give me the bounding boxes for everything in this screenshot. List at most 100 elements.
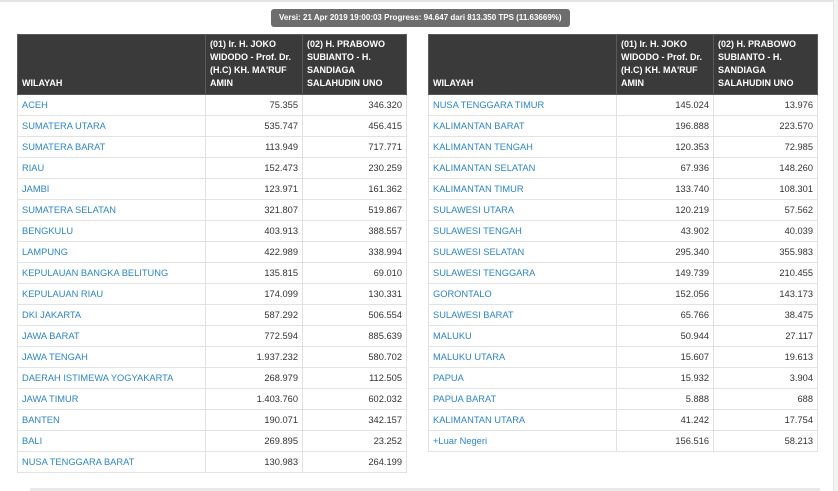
region-link[interactable]: JAMBI xyxy=(17,178,206,200)
votes-candidate-02: 264.199 xyxy=(302,451,407,473)
region-link[interactable]: BENGKULU xyxy=(17,220,206,242)
votes-candidate-01: 190.071 xyxy=(205,409,303,431)
votes-candidate-01: 5.888 xyxy=(616,388,714,410)
region-link[interactable]: NUSA TENGGARA TIMUR xyxy=(428,94,617,116)
table-row: GORONTALO 152.056 143.173 xyxy=(428,283,818,305)
region-link[interactable]: SULAWESI TENGGARA xyxy=(428,262,617,284)
votes-candidate-02: 342.157 xyxy=(302,409,407,431)
table-row: JAWA BARAT 772.594 885.639 xyxy=(17,325,407,347)
region-link[interactable]: DKI JAKARTA xyxy=(17,304,206,326)
votes-candidate-01: 67.936 xyxy=(616,157,714,179)
region-link[interactable]: NUSA TENGGARA BARAT xyxy=(17,451,206,473)
region-link[interactable]: BANTEN xyxy=(17,409,206,431)
region-link[interactable]: JAWA TIMUR xyxy=(17,388,206,410)
region-link[interactable]: SULAWESI UTARA xyxy=(428,199,617,221)
votes-candidate-02: 506.554 xyxy=(302,304,407,326)
region-link[interactable]: GORONTALO xyxy=(428,283,617,305)
column-header-candidate-01: (01) Ir. H. JOKO WIDODO - Prof. Dr. (H.C… xyxy=(205,34,303,95)
region-link[interactable]: KALIMANTAN SELATAN xyxy=(428,157,617,179)
results-table-right: WILAYAH (01) Ir. H. JOKO WIDODO - Prof. … xyxy=(428,34,818,452)
region-link[interactable]: KEPULAUAN BANGKA BELITUNG xyxy=(17,262,206,284)
votes-candidate-01: 149.739 xyxy=(616,262,714,284)
votes-candidate-02: 223.570 xyxy=(713,115,818,137)
table-row: SULAWESI TENGAH 43.902 40.039 xyxy=(428,220,818,242)
region-link[interactable]: MALUKU xyxy=(428,325,617,347)
region-link[interactable]: PAPUA BARAT xyxy=(428,388,617,410)
region-link[interactable]: SULAWESI BARAT xyxy=(428,304,617,326)
votes-candidate-01: 50.944 xyxy=(616,325,714,347)
votes-candidate-01: 295.340 xyxy=(616,241,714,263)
votes-candidate-01: 130.983 xyxy=(205,451,303,473)
table-row: SULAWESI SELATAN 295.340 355.983 xyxy=(428,241,818,263)
column-header-candidate-01: (01) Ir. H. JOKO WIDODO - Prof. Dr. (H.C… xyxy=(616,34,714,95)
votes-candidate-01: 156.516 xyxy=(616,430,714,452)
region-link[interactable]: +Luar Negeri xyxy=(428,430,617,452)
region-link[interactable]: LAMPUNG xyxy=(17,241,206,263)
votes-candidate-01: 145.024 xyxy=(616,94,714,116)
votes-candidate-02: 27.117 xyxy=(713,325,818,347)
region-link[interactable]: JAWA BARAT xyxy=(17,325,206,347)
votes-candidate-01: 1.403.760 xyxy=(205,388,303,410)
table-row: MALUKU UTARA 15.607 19.613 xyxy=(428,346,818,368)
table-row: KALIMANTAN TIMUR 133.740 108.301 xyxy=(428,178,818,200)
region-link[interactable]: BALI xyxy=(17,430,206,452)
table-row: SUMATERA BARAT 113.949 717.771 xyxy=(17,136,407,158)
table-row: +Luar Negeri 156.516 58.213 xyxy=(428,430,818,452)
table-row: BENGKULU 403.913 388.557 xyxy=(17,220,407,242)
votes-candidate-01: 120.353 xyxy=(616,136,714,158)
region-link[interactable]: JAWA TENGAH xyxy=(17,346,206,368)
votes-candidate-01: 321.807 xyxy=(205,199,303,221)
table-row: NUSA TENGGARA BARAT 130.983 264.199 xyxy=(17,451,407,473)
votes-candidate-01: 113.949 xyxy=(205,136,303,158)
region-link[interactable]: SULAWESI SELATAN xyxy=(428,241,617,263)
votes-candidate-02: 717.771 xyxy=(302,136,407,158)
region-link[interactable]: SUMATERA BARAT xyxy=(17,136,206,158)
table-row: LAMPUNG 422.989 338.994 xyxy=(17,241,407,263)
scrollbar-track[interactable] xyxy=(833,0,838,491)
region-link[interactable]: RIAU xyxy=(17,157,206,179)
version-progress-badge: Versi: 21 Apr 2019 19:00:03 Progress: 94… xyxy=(271,9,570,27)
table-row: SULAWESI BARAT 65.766 38.475 xyxy=(428,304,818,326)
votes-candidate-02: 108.301 xyxy=(713,178,818,200)
region-link[interactable]: KALIMANTAN UTARA xyxy=(428,409,617,431)
region-link[interactable]: KEPULAUAN RIAU xyxy=(17,283,206,305)
region-link[interactable]: SUMATERA SELATAN xyxy=(17,199,206,221)
region-link[interactable]: KALIMANTAN BARAT xyxy=(428,115,617,137)
votes-candidate-02: 3.904 xyxy=(713,367,818,389)
votes-candidate-01: 772.594 xyxy=(205,325,303,347)
column-header-candidate-02: (02) H. PRABOWO SUBIANTO - H. SANDIAGA S… xyxy=(713,34,818,95)
votes-candidate-02: 210.455 xyxy=(713,262,818,284)
region-link[interactable]: MALUKU UTARA xyxy=(428,346,617,368)
votes-candidate-02: 148.260 xyxy=(713,157,818,179)
table-header-row: WILAYAH (01) Ir. H. JOKO WIDODO - Prof. … xyxy=(428,34,818,95)
votes-candidate-01: 269.895 xyxy=(205,430,303,452)
table-row: SULAWESI TENGGARA 149.739 210.455 xyxy=(428,262,818,284)
votes-candidate-01: 174.099 xyxy=(205,283,303,305)
table-row: KALIMANTAN UTARA 41.242 17.754 xyxy=(428,409,818,431)
table-row: KALIMANTAN TENGAH 120.353 72.985 xyxy=(428,136,818,158)
column-header-region: WILAYAH xyxy=(17,34,206,95)
votes-candidate-02: 388.557 xyxy=(302,220,407,242)
table-row: DAERAH ISTIMEWA YOGYAKARTA 268.979 112.505 xyxy=(17,367,407,389)
table-row: NUSA TENGGARA TIMUR 145.024 13.976 xyxy=(428,94,818,116)
region-link[interactable]: SULAWESI TENGAH xyxy=(428,220,617,242)
region-link[interactable]: PAPUA xyxy=(428,367,617,389)
votes-candidate-02: 602.032 xyxy=(302,388,407,410)
table-row: BALI 269.895 23.252 xyxy=(17,430,407,452)
votes-candidate-01: 535.747 xyxy=(205,115,303,137)
table-row: KEPULAUAN RIAU 174.099 130.331 xyxy=(17,283,407,305)
table-row: KALIMANTAN SELATAN 67.936 148.260 xyxy=(428,157,818,179)
region-link[interactable]: KALIMANTAN TENGAH xyxy=(428,136,617,158)
table-row: RIAU 152.473 230.259 xyxy=(17,157,407,179)
votes-candidate-01: 15.607 xyxy=(616,346,714,368)
table-row: SUMATERA SELATAN 321.807 519.867 xyxy=(17,199,407,221)
region-link[interactable]: SUMATERA UTARA xyxy=(17,115,206,137)
votes-candidate-01: 403.913 xyxy=(205,220,303,242)
region-link[interactable]: ACEH xyxy=(17,94,206,116)
region-link[interactable]: KALIMANTAN TIMUR xyxy=(428,178,617,200)
votes-candidate-02: 38.475 xyxy=(713,304,818,326)
votes-candidate-01: 587.292 xyxy=(205,304,303,326)
votes-candidate-02: 57.562 xyxy=(713,199,818,221)
region-link[interactable]: DAERAH ISTIMEWA YOGYAKARTA xyxy=(17,367,206,389)
table-header-row: WILAYAH (01) Ir. H. JOKO WIDODO - Prof. … xyxy=(17,34,407,95)
